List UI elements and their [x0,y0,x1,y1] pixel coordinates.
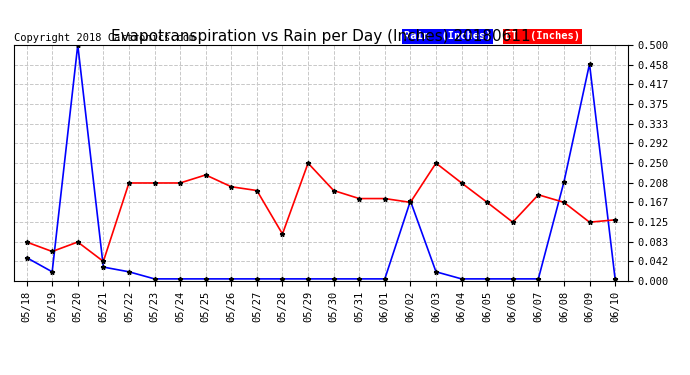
Rain  (Inches) [534,277,542,281]
ET  (Inches) [227,184,235,189]
Rain  (Inches) [125,270,133,274]
Rain  (Inches) [99,265,108,269]
Rain  (Inches) [48,270,57,274]
Rain  (Inches) [560,180,568,184]
ET  (Inches) [483,200,491,205]
Rain  (Inches) [74,43,82,47]
Rain  (Inches) [253,277,261,281]
ET  (Inches) [201,172,210,177]
Rain  (Inches) [381,277,389,281]
ET  (Inches) [355,196,364,201]
Rain  (Inches) [611,277,619,281]
Rain  (Inches) [176,277,184,281]
ET  (Inches) [253,188,261,193]
ET  (Inches) [611,217,619,222]
Rain  (Inches) [457,277,466,281]
Rain  (Inches) [201,277,210,281]
Rain  (Inches) [227,277,235,281]
Title: Evapotranspiration vs Rain per Day (Inches) 20180611: Evapotranspiration vs Rain per Day (Inch… [111,29,531,44]
Rain  (Inches) [483,277,491,281]
Line: ET  (Inches): ET (Inches) [24,161,618,264]
ET  (Inches) [509,220,517,224]
ET  (Inches) [74,240,82,244]
ET  (Inches) [48,249,57,254]
ET  (Inches) [560,200,568,205]
ET  (Inches) [150,181,159,185]
Line: Rain  (Inches): Rain (Inches) [24,43,618,281]
ET  (Inches) [330,188,338,193]
ET  (Inches) [176,181,184,185]
Text: Rain  (Inches): Rain (Inches) [404,32,491,42]
ET  (Inches) [457,181,466,185]
Rain  (Inches) [278,277,286,281]
ET  (Inches) [99,259,108,264]
Rain  (Inches) [585,62,593,66]
Rain  (Inches) [406,199,415,203]
Rain  (Inches) [150,277,159,281]
ET  (Inches) [534,192,542,197]
Rain  (Inches) [304,277,312,281]
Text: Copyright 2018 Cartronics.com: Copyright 2018 Cartronics.com [14,33,195,43]
Rain  (Inches) [330,277,338,281]
ET  (Inches) [406,200,415,205]
Rain  (Inches) [355,277,364,281]
ET  (Inches) [381,196,389,201]
ET  (Inches) [23,240,31,244]
ET  (Inches) [432,161,440,165]
Rain  (Inches) [509,277,517,281]
ET  (Inches) [585,220,593,224]
Rain  (Inches) [23,255,31,260]
ET  (Inches) [278,232,286,236]
Text: ET  (Inches): ET (Inches) [505,32,580,42]
ET  (Inches) [125,181,133,185]
Rain  (Inches) [432,270,440,274]
ET  (Inches) [304,161,312,165]
